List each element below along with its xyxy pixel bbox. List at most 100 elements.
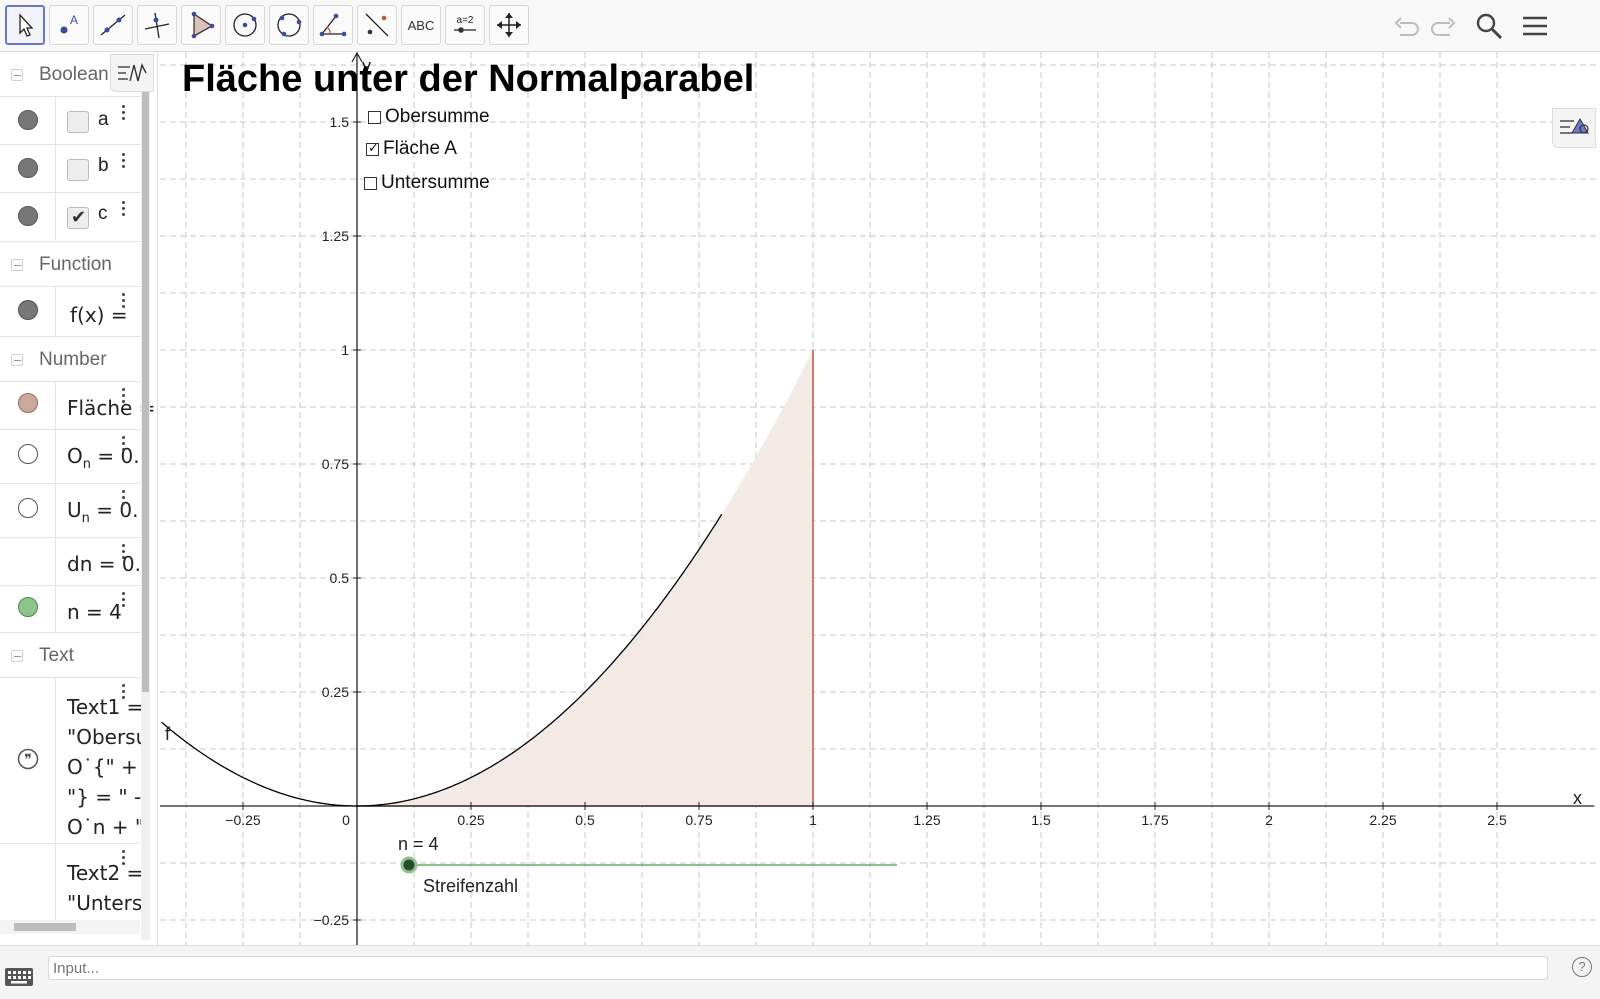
untersumme-checkbox-box[interactable] [364,176,377,190]
visibility-dot-icon[interactable] [18,393,38,413]
redo-button[interactable] [1426,9,1460,43]
algebra-style-bar-toggle[interactable] [110,54,154,92]
angle-tool-button[interactable] [313,5,353,45]
boolean-a-checkbox[interactable] [67,111,89,133]
algebra-item-on[interactable]: On = 0. [0,429,140,483]
visibility-toggle-c[interactable] [0,193,56,240]
collapse-function-icon[interactable] [11,258,23,271]
obersumme-checkbox-box[interactable] [368,110,381,124]
algebra-vertical-scrollbar[interactable] [141,70,150,940]
collapse-boolean-icon[interactable] [11,69,23,81]
more-options-icon[interactable] [121,388,127,406]
visibility-toggle-f[interactable] [0,287,56,336]
line-tool-button[interactable] [93,5,133,45]
reflect-tool-button[interactable] [357,5,397,45]
slider-knob[interactable] [400,856,418,874]
more-options-icon[interactable] [121,105,127,123]
perpendicular-line-tool-button[interactable] [137,5,177,45]
visibility-toggle-n[interactable] [0,586,56,633]
un-subscript: n [81,511,90,526]
y-tick-label: 0.75 [322,456,349,472]
visibility-toggle-text1[interactable]: ❞ [0,678,56,843]
visibility-toggle-b[interactable] [0,145,56,192]
algebra-item-c[interactable]: c [0,192,140,240]
text-tool-button[interactable]: ABC [401,5,441,45]
visibility-dot-icon[interactable] [18,158,38,178]
algebra-item-text1[interactable]: ❞ Text1 = "Obersu O˙{" + "} = " - O˙n + … [0,677,148,843]
point-tool-button[interactable]: A [49,5,89,45]
more-options-icon[interactable] [121,153,127,171]
boolean-b-label: b [98,155,109,176]
graphics-canvas[interactable]: x y −0.25 0 0.25 0.5 0.75 1 1.25 1.5 1.75 2 2.25 2.5 −… [0,52,1600,945]
x-tick-label: −0.25 [225,812,261,828]
algebra-view[interactable]: Boolean a b c Function [0,52,158,945]
search-icon [1476,13,1503,40]
checkbox-flaeche-a[interactable]: Fläche A [366,138,457,160]
slider-tool-button[interactable]: a=2 [445,5,485,45]
undo-icon [1394,17,1419,36]
more-options-icon[interactable] [121,436,127,454]
more-options-icon[interactable] [121,544,127,562]
svg-text:A: A [70,13,78,27]
x-tick-label: 1.5 [1031,812,1051,828]
section-number[interactable]: Number [0,336,140,382]
line-icon [100,14,126,36]
section-boolean[interactable]: Boolean [0,52,140,98]
visibility-toggle-on[interactable] [0,430,56,483]
polygon-tool-button[interactable] [181,5,221,45]
collapse-number-icon[interactable] [11,353,23,366]
algebra-item-dn[interactable]: dn = 0. [0,537,141,585]
visibility-dot-icon[interactable] [18,300,38,320]
graphics-style-bar-toggle[interactable] [1552,108,1596,148]
move-tool-button[interactable] [5,5,45,45]
more-options-icon[interactable] [121,490,127,508]
number-flaeche-value: Fläche = [67,396,156,420]
section-function-label: Function [39,253,112,275]
scrollbar-thumb[interactable] [142,72,149,692]
more-options-icon[interactable] [121,850,127,868]
algebra-item-flaeche[interactable]: Fläche = [0,381,155,429]
visibility-toggle-a[interactable] [0,97,56,144]
visibility-toggle-un[interactable] [0,484,56,537]
graphics-view[interactable]: x y −0.25 0 0.25 0.5 0.75 1 1.25 1.5 1.75 2 2.25 2.5 −… [0,52,1600,945]
scrollbar-thumb[interactable] [14,923,76,931]
undo-button[interactable] [1390,9,1424,43]
move-graphics-view-tool-button[interactable] [489,5,529,45]
more-options-icon[interactable] [121,293,127,311]
visibility-dot-icon[interactable] [18,110,38,130]
algebra-item-b[interactable]: b [0,144,140,192]
boolean-b-checkbox[interactable] [67,159,89,181]
checkbox-obersumme[interactable]: Obersumme [368,106,490,128]
boolean-c-label: c [98,203,108,224]
algebra-horizontal-scrollbar[interactable] [0,920,140,934]
algebra-item-f[interactable]: f(x) = [0,286,140,336]
algebra-item-a[interactable]: a [0,96,140,144]
more-options-icon[interactable] [121,684,127,702]
main-menu-button[interactable] [1518,9,1552,43]
input-field[interactable] [48,956,1548,980]
help-icon[interactable]: ? [1572,957,1592,977]
keyboard-icon[interactable] [4,966,34,988]
more-options-icon[interactable] [121,201,127,219]
boolean-c-checkbox[interactable] [67,207,89,229]
redo-icon [1431,17,1456,36]
visibility-dot-icon[interactable] [18,498,38,518]
section-text[interactable]: Text [0,632,140,678]
algebra-item-n[interactable]: n = 4 [0,585,140,633]
visibility-dot-icon[interactable] [18,444,38,464]
flaeche-a-checkbox-box[interactable] [366,140,379,156]
circle-center-tool-button[interactable] [225,5,265,45]
section-function[interactable]: Function [0,241,140,287]
visibility-dot-icon[interactable] [18,206,38,226]
circle-three-points-tool-button[interactable] [269,5,309,45]
visibility-dot-icon[interactable] [18,597,38,617]
visibility-toggle-flaeche[interactable] [0,382,56,429]
algebra-item-un[interactable]: Un = 0. [0,483,140,537]
more-options-icon[interactable] [121,592,127,610]
search-button[interactable] [1472,9,1506,43]
checkbox-untersumme[interactable]: Untersumme [364,172,490,194]
algebra-item-text2[interactable]: Text2 = "Unters [0,843,143,923]
section-boolean-label: Boolean [39,64,109,85]
collapse-text-icon[interactable] [11,649,23,662]
